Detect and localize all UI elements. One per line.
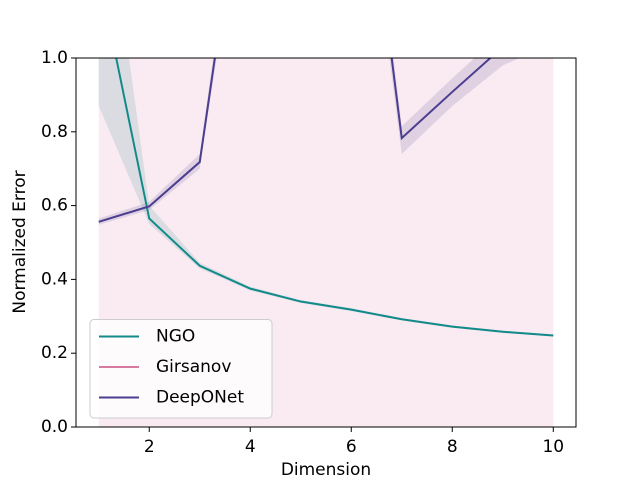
legend: NGO Girsanov DeepONet (89, 319, 273, 419)
y-tick-label: 0.0 (41, 417, 68, 437)
x-tick-label: 2 (144, 437, 155, 457)
y-tick-label: 0.8 (41, 122, 68, 142)
legend-label: DeepONet (156, 388, 244, 408)
y-tick-label: 0.6 (41, 196, 68, 216)
axes-frame (75, 57, 577, 428)
series-line (115, 58, 554, 337)
x-tick-label: 8 (447, 437, 458, 457)
legend-label: Girsanov (156, 357, 231, 377)
y-tick-label: 0.2 (41, 343, 68, 363)
legend-box (89, 319, 273, 419)
y-axis-label: Normalized Error (10, 170, 30, 313)
series-line (98, 58, 492, 223)
x-tick-label: 6 (346, 437, 357, 457)
legend-label: NGO (156, 327, 195, 347)
y-tick-label: 0.4 (41, 269, 68, 289)
x-tick-label: 10 (542, 437, 564, 457)
y-tick-label: 1.0 (41, 48, 68, 68)
x-axis-label: Dimension (281, 460, 371, 480)
x-tick-label: 4 (245, 437, 256, 457)
